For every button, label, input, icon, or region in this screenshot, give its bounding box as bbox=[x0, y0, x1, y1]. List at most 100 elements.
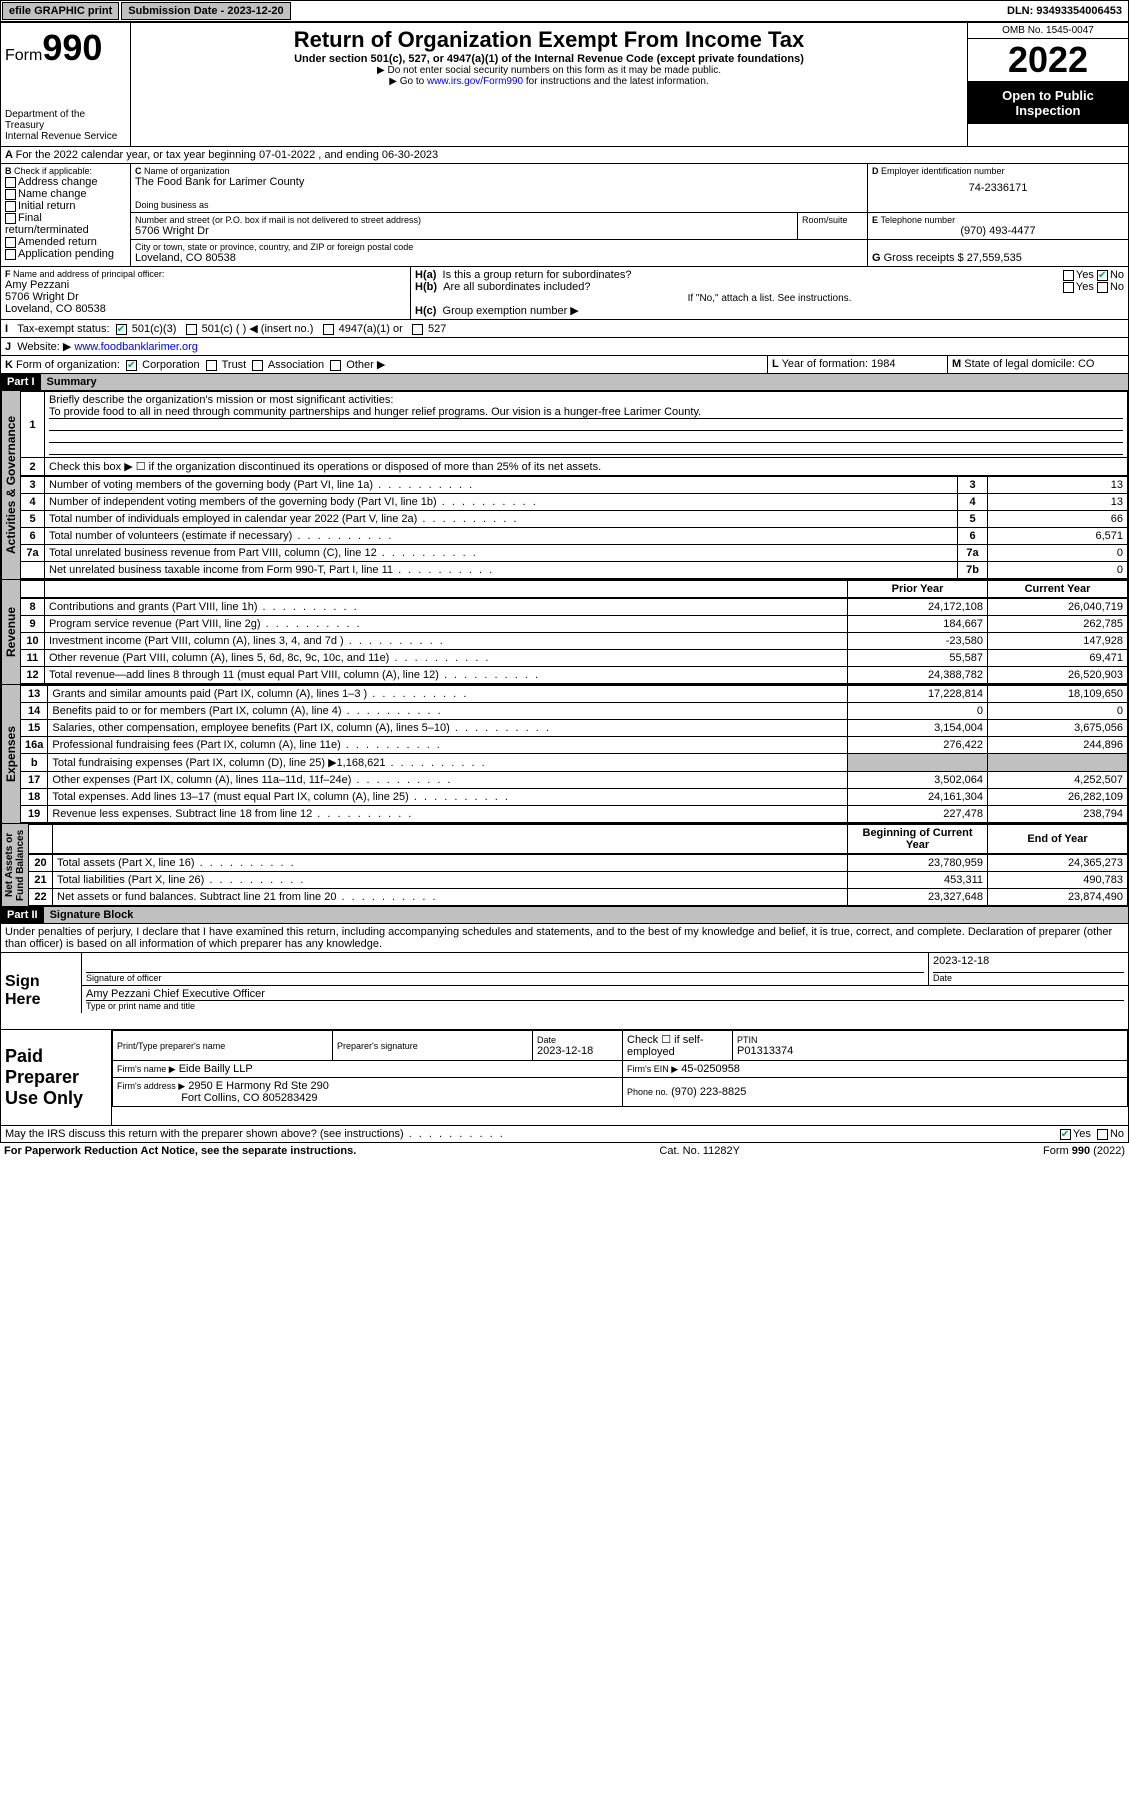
sign-here-label: Sign Here bbox=[1, 953, 81, 1029]
phone-value: (970) 493-4477 bbox=[872, 225, 1124, 237]
cb-other[interactable] bbox=[330, 360, 341, 371]
footer-mid: Cat. No. 11282Y bbox=[659, 1145, 740, 1157]
website-label: Website: ▶ bbox=[17, 341, 71, 353]
firm-addr-label: Firm's address ▶ bbox=[117, 1081, 185, 1091]
ha-no[interactable] bbox=[1097, 270, 1108, 281]
website-link[interactable]: www.foodbanklarimer.org bbox=[74, 341, 198, 353]
note-link: ▶ Go to www.irs.gov/Form990 for instruct… bbox=[135, 76, 963, 87]
l-label: Year of formation: bbox=[782, 358, 868, 370]
cb-initial-return[interactable]: Initial return bbox=[5, 200, 126, 212]
ha-yes[interactable] bbox=[1063, 270, 1074, 281]
mission-text: To provide food to all in need through c… bbox=[49, 406, 1123, 419]
tax-year: 2022 bbox=[968, 39, 1128, 82]
b-label: Check if applicable: bbox=[14, 166, 92, 176]
part1-header: Part I bbox=[1, 374, 41, 390]
cb-application-pending[interactable]: Application pending bbox=[5, 248, 126, 260]
room-label: Room/suite bbox=[802, 215, 863, 225]
col-prior: Prior Year bbox=[848, 581, 988, 598]
cb-527[interactable] bbox=[412, 324, 423, 335]
section-governance: Activities & Governance bbox=[1, 391, 20, 579]
section-expenses: Expenses bbox=[1, 685, 20, 823]
hc-label: Group exemption number ▶ bbox=[443, 305, 579, 317]
cb-name-change[interactable]: Name change bbox=[5, 188, 126, 200]
page-footer: For Paperwork Reduction Act Notice, see … bbox=[0, 1143, 1129, 1159]
sig-date: 2023-12-18 bbox=[933, 955, 1124, 973]
m-label: State of legal domicile: bbox=[964, 358, 1075, 370]
footer-right: Form 990 (2022) bbox=[1043, 1145, 1125, 1157]
form-title: Return of Organization Exempt From Incom… bbox=[135, 27, 963, 53]
public-inspection: Open to Public Inspection bbox=[968, 82, 1128, 124]
declaration-text: Under penalties of perjury, I declare th… bbox=[1, 924, 1128, 952]
state-domicile: CO bbox=[1078, 358, 1095, 370]
firm-name: Eide Bailly LLP bbox=[179, 1063, 253, 1075]
org-name: The Food Bank for Larimer County bbox=[135, 176, 863, 188]
hb-no[interactable] bbox=[1097, 282, 1108, 293]
cb-trust[interactable] bbox=[206, 360, 217, 371]
typed-label: Type or print name and title bbox=[86, 1001, 1124, 1011]
date-label: Date bbox=[933, 973, 1124, 983]
hb-note: If "No," attach a list. See instructions… bbox=[415, 293, 1124, 304]
firm-ein: 45-0250958 bbox=[681, 1063, 740, 1075]
part2-title: Signature Block bbox=[44, 907, 1128, 923]
sig-officer-label: Signature of officer bbox=[86, 973, 924, 983]
street-value: 5706 Wright Dr bbox=[135, 225, 793, 237]
form-label: Form bbox=[5, 47, 42, 64]
city-value: Loveland, CO 80538 bbox=[135, 252, 863, 264]
hb-yes[interactable] bbox=[1063, 282, 1074, 293]
period-line: A For the 2022 calendar year, or tax yea… bbox=[1, 147, 1128, 163]
check-self[interactable]: Check ☐ if self-employed bbox=[623, 1031, 733, 1061]
omb-number: OMB No. 1545-0047 bbox=[968, 23, 1128, 39]
prep-name-label: Print/Type preparer's name bbox=[117, 1041, 328, 1051]
form-header: Form990 Department of the Treasury Inter… bbox=[0, 22, 1129, 147]
cb-amended-return[interactable]: Amended return bbox=[5, 236, 126, 248]
mission-label: Briefly describe the organization's miss… bbox=[49, 394, 393, 406]
firm-phone-label: Phone no. bbox=[627, 1087, 668, 1097]
ptin-label: PTIN bbox=[737, 1035, 1123, 1045]
paid-preparer-label: Paid Preparer Use Only bbox=[1, 1030, 111, 1125]
line2-text: Check this box ▶ ☐ if the organization d… bbox=[45, 458, 1128, 476]
irs-link[interactable]: www.irs.gov/Form990 bbox=[427, 76, 523, 87]
dept-label: Department of the Treasury bbox=[5, 109, 126, 131]
discuss-yes[interactable] bbox=[1060, 1129, 1071, 1140]
cb-4947[interactable] bbox=[323, 324, 334, 335]
city-label: City or town, state or province, country… bbox=[135, 242, 863, 252]
note-ssn: ▶ Do not enter social security numbers o… bbox=[135, 65, 963, 76]
cb-corp[interactable] bbox=[126, 360, 137, 371]
discuss-label: May the IRS discuss this return with the… bbox=[5, 1128, 505, 1140]
cb-assoc[interactable] bbox=[252, 360, 263, 371]
ein-label: Employer identification number bbox=[881, 166, 1005, 176]
prep-sig-label: Preparer's signature bbox=[337, 1041, 528, 1051]
ha-label: Is this a group return for subordinates? bbox=[443, 269, 632, 281]
col-begin: Beginning of Current Year bbox=[848, 825, 988, 854]
footer-left: For Paperwork Reduction Act Notice, see … bbox=[4, 1145, 356, 1157]
dln: DLN: 93493354006453 bbox=[1001, 3, 1128, 19]
officer-name: Amy Pezzani bbox=[5, 279, 406, 291]
typed-name: Amy Pezzani Chief Executive Officer bbox=[86, 988, 1124, 1001]
discuss-no[interactable] bbox=[1097, 1129, 1108, 1140]
c-name-label: Name of organization bbox=[144, 166, 230, 176]
cb-501c3[interactable] bbox=[116, 324, 127, 335]
officer-label: Name and address of principal officer: bbox=[13, 269, 164, 279]
cb-address-change[interactable]: Address change bbox=[5, 176, 126, 188]
section-revenue: Revenue bbox=[1, 580, 20, 684]
submission-date: Submission Date - 2023-12-20 bbox=[121, 2, 290, 20]
firm-addr1: 2950 E Harmony Rd Ste 290 bbox=[188, 1080, 329, 1092]
phone-label: Telephone number bbox=[881, 215, 956, 225]
col-end: End of Year bbox=[988, 825, 1128, 854]
irs-label: Internal Revenue Service bbox=[5, 131, 126, 142]
ein-value: 74-2336171 bbox=[872, 182, 1124, 194]
street-label: Number and street (or P.O. box if mail i… bbox=[135, 215, 793, 225]
cb-final-return[interactable]: Final return/terminated bbox=[5, 212, 126, 236]
form-number: 990 bbox=[42, 27, 102, 68]
part2-header: Part II bbox=[1, 907, 44, 923]
firm-ein-label: Firm's EIN ▶ bbox=[627, 1064, 678, 1074]
col-current: Current Year bbox=[988, 581, 1128, 598]
prep-date: 2023-12-18 bbox=[537, 1045, 593, 1057]
efile-button[interactable]: efile GRAPHIC print bbox=[2, 2, 119, 20]
officer-addr2: Loveland, CO 80538 bbox=[5, 303, 406, 315]
part1-title: Summary bbox=[41, 374, 1128, 390]
k-label: Form of organization: bbox=[16, 359, 120, 371]
dba-label: Doing business as bbox=[135, 200, 863, 210]
firm-addr2: Fort Collins, CO 805283429 bbox=[181, 1092, 317, 1104]
cb-501c[interactable] bbox=[186, 324, 197, 335]
